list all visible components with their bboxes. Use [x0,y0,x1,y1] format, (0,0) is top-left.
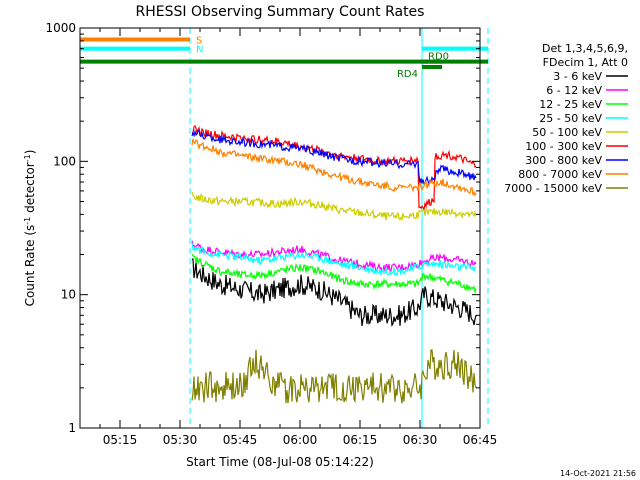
x-tick-label-0: 05:15 [103,433,138,447]
chart-title: RHESSI Observing Summary Count Rates [136,4,425,20]
y-axis-label-part: Count Rate (s [23,225,37,307]
y-tick-label-0: 1 [68,421,76,435]
footer-timestamp: 14-Oct-2021 21:56 [560,469,636,478]
y-axis-label-part: -1 [23,217,32,225]
x-tick-label-5: 06:30 [403,433,438,447]
x-tick-label-6: 06:45 [463,433,498,447]
y-axis-label-part: detector [23,162,37,217]
legend-label-1: 6 - 12 keV [546,84,602,97]
series-group [191,124,477,404]
y-axis-label: Count Rate (s-1 detector-1) [23,150,38,307]
plot-area [80,28,480,428]
series-line-0 [192,258,477,328]
y-tick-label-2: 100 [53,154,76,168]
legend-label-6: 300 - 800 keV [525,154,602,167]
axes: 05:15 05:30 05:45 06:00 06:15 06:30 06:45 1 10 10… [45,21,497,447]
flag-bars: SN RD4 RD0 [80,35,488,80]
x-tick-label-2: 05:45 [223,433,258,447]
series-line-3 [191,242,477,277]
legend-label-5: 100 - 300 keV [525,140,602,153]
series-line-5 [191,124,477,211]
legend-header-1: FDecim 1, Att 0 [543,56,628,69]
legend-label-2: 12 - 25 keV [539,98,602,111]
legend-label-0: 3 - 6 keV [553,70,602,83]
legend-label-4: 50 - 100 keV [532,126,602,139]
y-tick-label-1: 10 [61,288,76,302]
series-line-7 [191,138,477,198]
series-line-8 [191,349,477,404]
flag-label-rd0: RD0 [428,52,449,63]
legend: Det 1,3,4,5,6,9,FDecim 1, Att 03 - 6 keV… [504,42,628,195]
x-axis-label: Start Time (08-Jul-08 05:14:22) [186,455,374,469]
x-tick-label-3: 06:00 [283,433,318,447]
flag-label-s: S [196,35,202,46]
legend-label-8: 7000 - 15000 keV [504,182,602,195]
flag-label-n: N [196,45,203,56]
legend-label-3: 25 - 50 keV [539,112,602,125]
legend-label-7: 800 - 7000 keV [518,168,602,181]
y-axis-label-part: -1 [23,154,32,162]
series-line-1 [191,240,477,273]
series-line-2 [191,253,477,295]
x-tick-label-1: 05:30 [163,433,198,447]
series-line-4 [191,191,477,222]
y-axis-label-part: ) [23,150,37,155]
legend-header-0: Det 1,3,4,5,6,9, [542,42,628,55]
x-tick-label-4: 06:15 [343,433,378,447]
flag-label-rd4: RD4 [397,69,418,80]
y-tick-label-3: 1000 [45,21,76,35]
series-line-6 [191,129,477,186]
